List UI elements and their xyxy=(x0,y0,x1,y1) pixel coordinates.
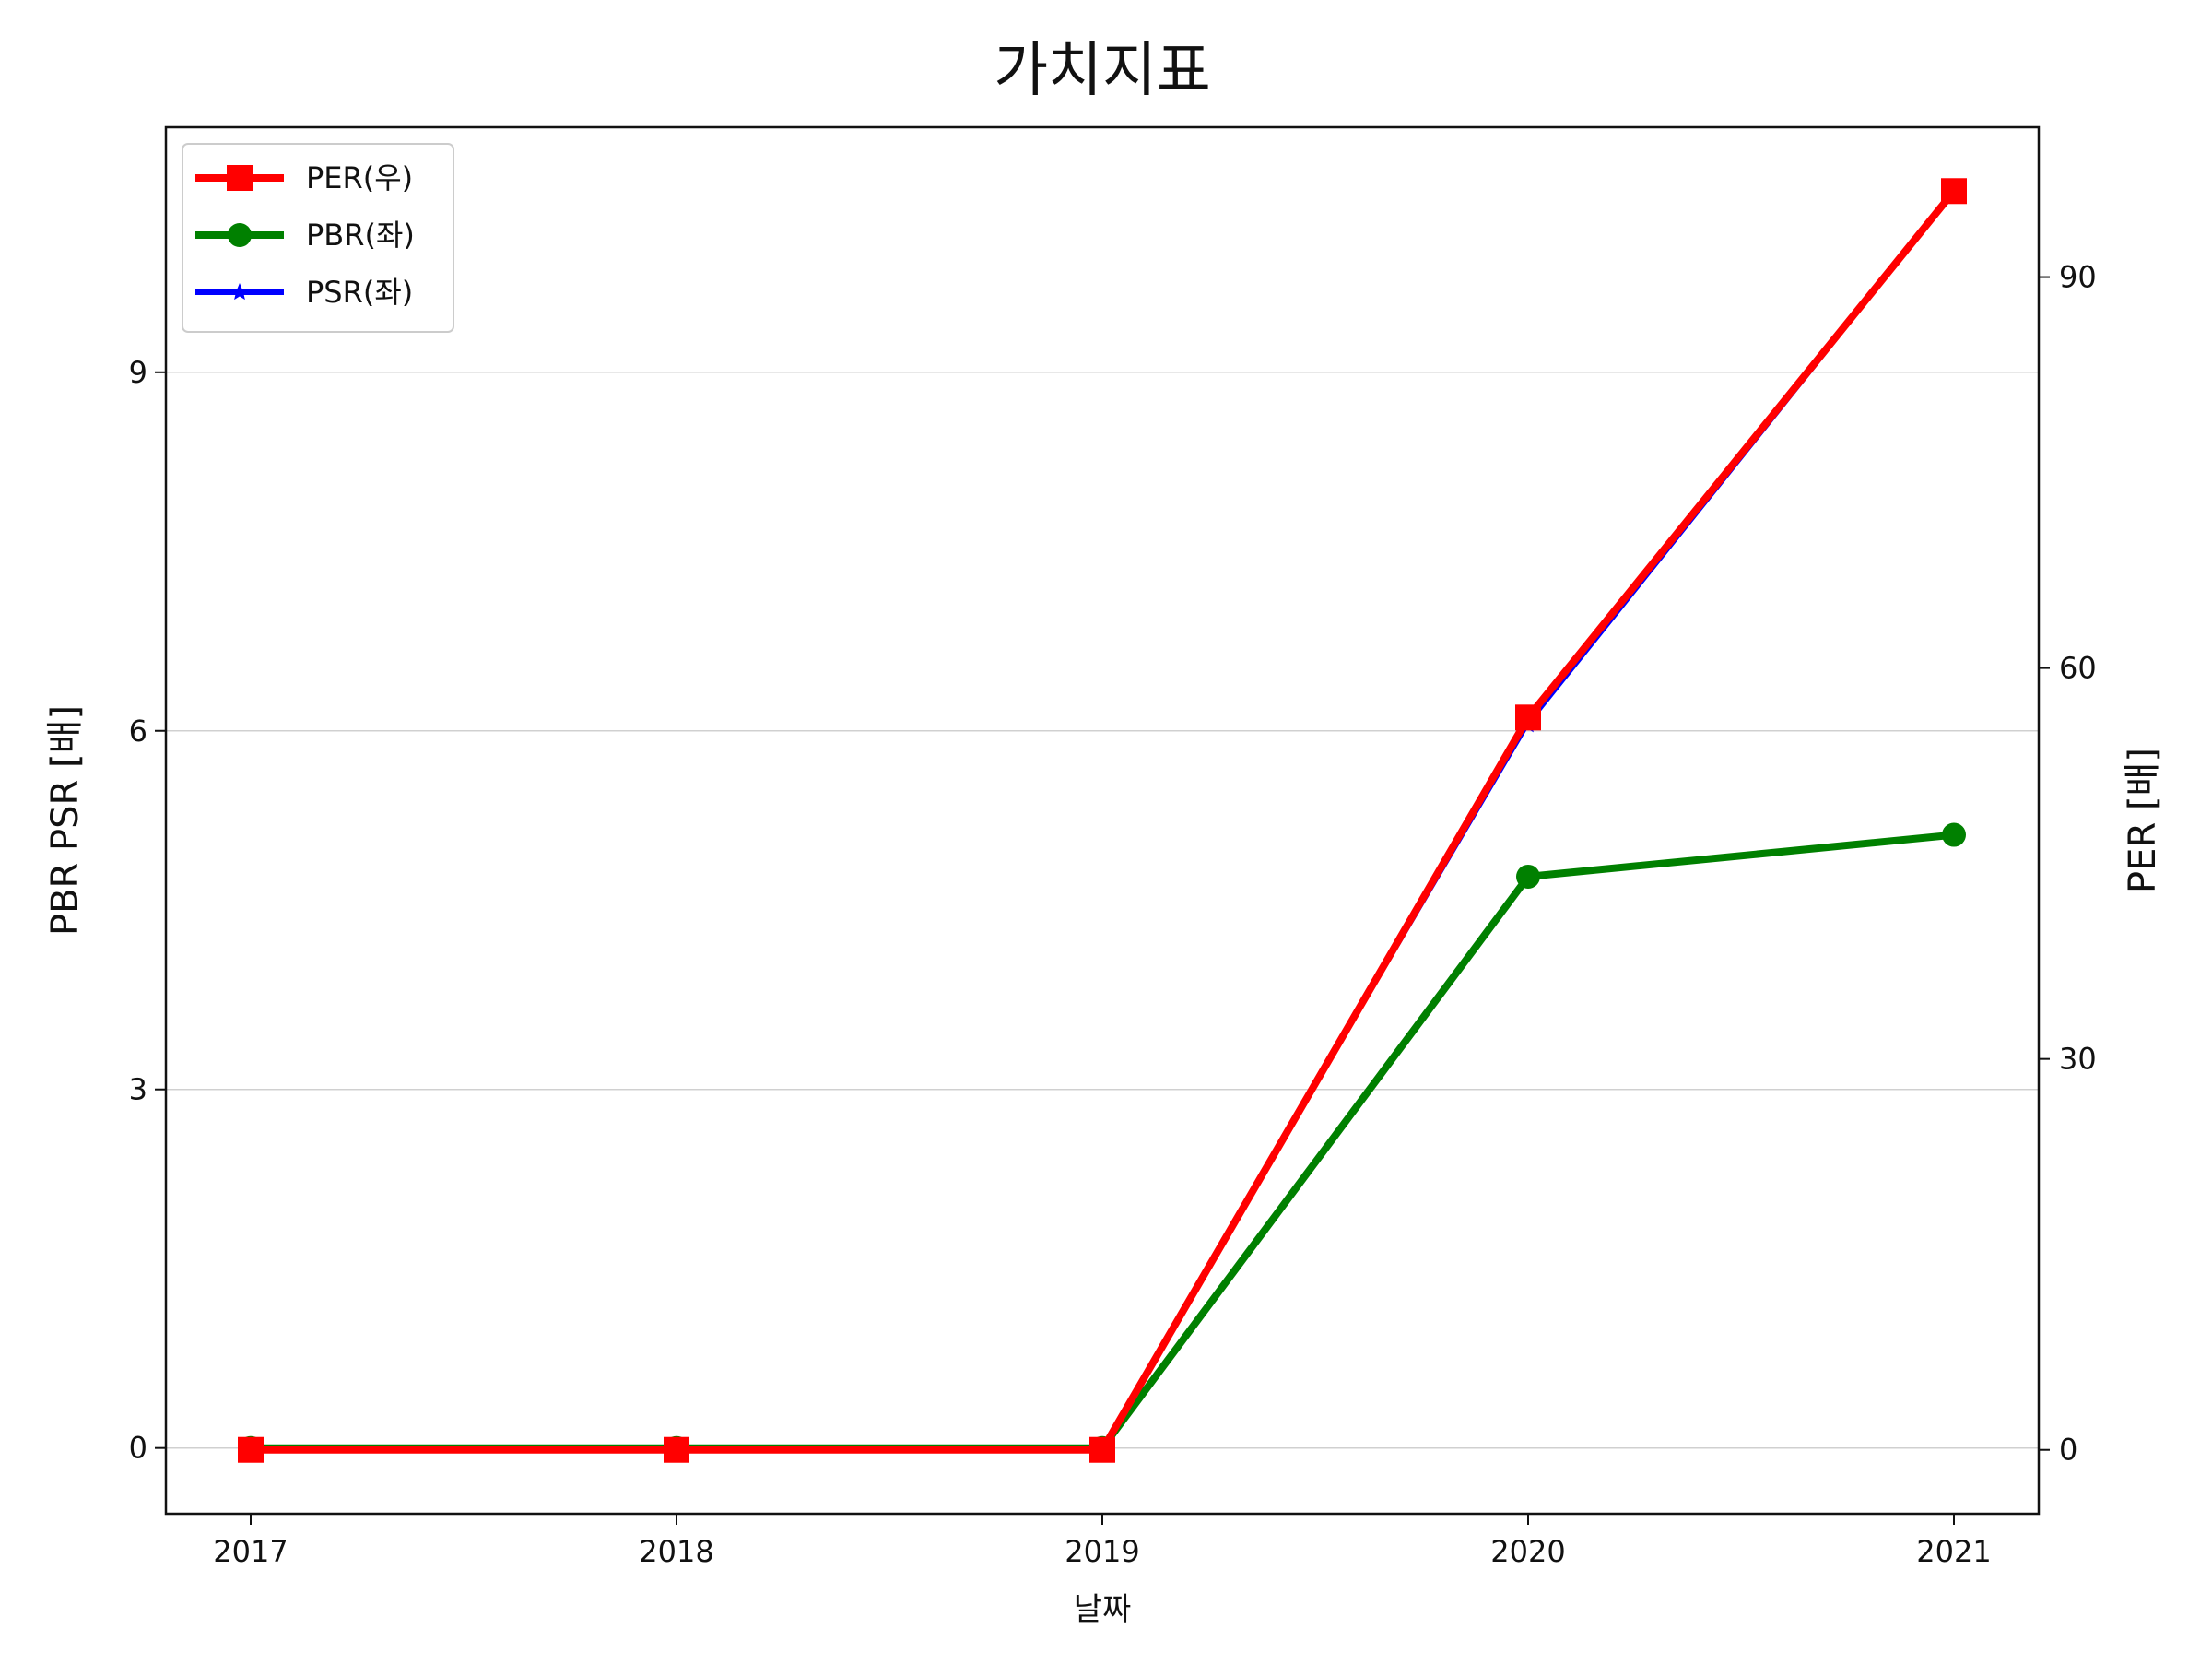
right-y-tick-label-2: 60 xyxy=(2059,651,2097,686)
left-y-tick-label-2: 6 xyxy=(129,714,147,749)
legend: PER(우) PBR(좌) PSR(좌) xyxy=(182,143,454,333)
series-0-point-3 xyxy=(1515,704,1541,731)
left-y-tick-label-0: 0 xyxy=(129,1431,147,1466)
x-tick-label-0: 2017 xyxy=(213,1534,288,1569)
right-y-axis-label: PER [배] xyxy=(2122,748,2164,893)
series-1-point-3 xyxy=(1516,864,1540,889)
series-0-point-4 xyxy=(1941,178,1967,205)
x-tick-label-2: 2019 xyxy=(1065,1534,1139,1569)
series-layer xyxy=(238,178,1967,1463)
x-tick-label-4: 2021 xyxy=(1916,1534,1991,1569)
series-1-point-4 xyxy=(1942,822,1966,847)
left-y-axis-label: PBR PSR [배] xyxy=(44,705,87,936)
legend-swatch-marker-2 xyxy=(230,283,249,301)
series-0 xyxy=(238,178,1967,1463)
legend-label-1: PBR(좌) xyxy=(306,218,415,253)
legend-swatch-marker-0 xyxy=(227,165,253,191)
legend-label-0: PER(우) xyxy=(306,160,413,195)
legend-label-2: PSR(좌) xyxy=(306,275,413,310)
left-y-tick-label-1: 3 xyxy=(129,1072,147,1107)
x-axis-label: 날짜 xyxy=(1074,1591,1132,1628)
series-0-point-1 xyxy=(664,1436,689,1463)
x-tick-label-3: 2020 xyxy=(1490,1534,1565,1569)
series-0-point-2 xyxy=(1089,1436,1115,1463)
right-y-tick-label-0: 0 xyxy=(2059,1433,2077,1468)
right-y-tick-label-1: 30 xyxy=(2059,1042,2097,1077)
series-0-point-0 xyxy=(238,1436,264,1463)
x-tick-label-1: 2018 xyxy=(639,1534,713,1569)
chart-title: 가치지표 xyxy=(994,37,1211,105)
legend-swatch-marker-1 xyxy=(228,223,252,247)
left-y-tick-label-3: 9 xyxy=(129,355,147,390)
right-y-tick-label-3: 90 xyxy=(2059,260,2097,295)
